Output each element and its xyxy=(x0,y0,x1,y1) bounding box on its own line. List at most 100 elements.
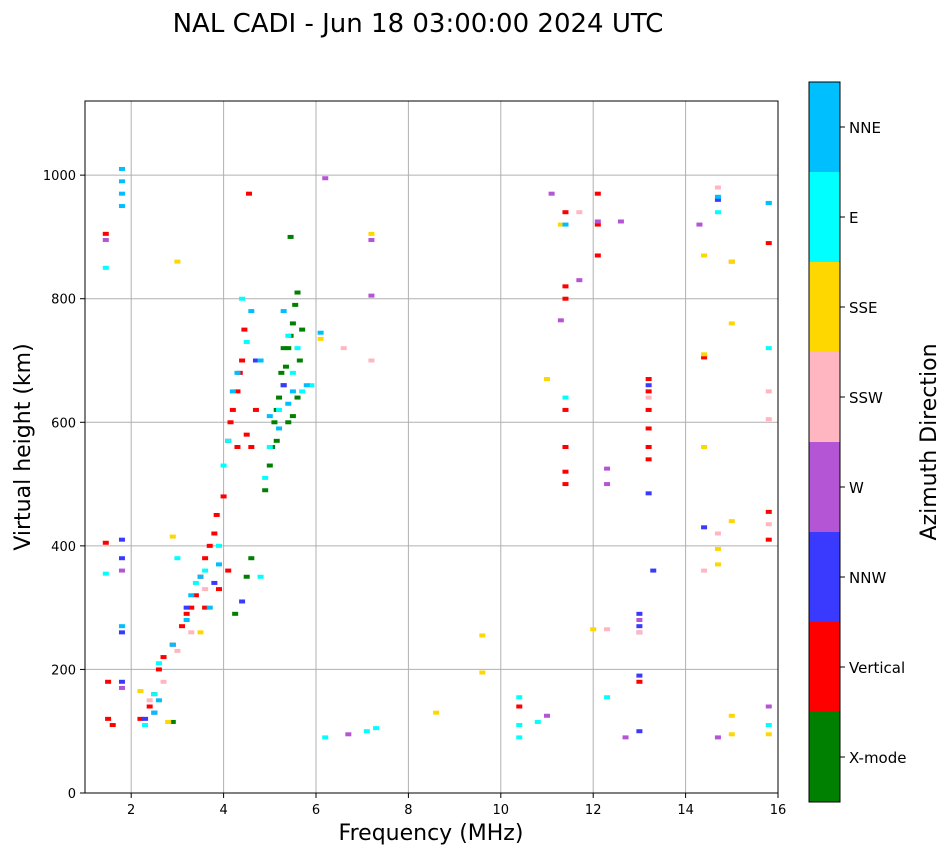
data-point xyxy=(280,346,287,351)
data-point xyxy=(308,383,315,388)
colorbar-tick-label: SSE xyxy=(849,299,878,317)
data-point xyxy=(276,395,283,400)
data-point xyxy=(183,605,190,610)
data-point xyxy=(294,290,301,295)
data-point xyxy=(142,716,149,721)
data-point xyxy=(151,692,158,697)
data-point xyxy=(227,420,234,425)
colorbar-tick-label: NNW xyxy=(849,569,886,587)
data-point xyxy=(594,191,601,196)
data-point xyxy=(118,537,125,542)
data-point xyxy=(340,346,347,351)
data-point xyxy=(345,732,352,737)
data-point xyxy=(118,179,125,184)
data-point xyxy=(728,732,735,737)
data-point xyxy=(622,735,629,740)
data-point xyxy=(562,407,569,412)
data-point xyxy=(192,593,199,598)
data-point xyxy=(368,293,375,298)
y-tick-label: 0 xyxy=(68,787,76,802)
series-nnw xyxy=(118,197,721,734)
data-point xyxy=(604,695,611,700)
data-point xyxy=(645,395,652,400)
data-point xyxy=(282,364,289,369)
data-point xyxy=(701,352,708,357)
data-point xyxy=(617,219,624,224)
data-point xyxy=(118,556,125,561)
data-point xyxy=(576,278,583,283)
series-vertical xyxy=(102,191,772,728)
data-point xyxy=(165,719,172,724)
series-sse xyxy=(137,222,772,737)
series-nne xyxy=(118,166,772,715)
data-point xyxy=(155,667,162,672)
data-point xyxy=(557,222,564,227)
data-point xyxy=(604,466,611,471)
data-point xyxy=(289,414,296,419)
x-tick-label: 8 xyxy=(404,803,412,818)
data-point xyxy=(188,593,195,598)
colorbar-segment xyxy=(809,622,840,712)
data-point xyxy=(174,259,181,264)
data-point xyxy=(765,723,772,728)
data-point xyxy=(557,318,564,323)
chart-title: NAL CADI - Jun 18 03:00:00 2024 UTC xyxy=(173,9,664,39)
x-tick-label: 12 xyxy=(585,803,602,818)
data-point xyxy=(109,723,116,728)
y-tick-label: 600 xyxy=(51,416,76,431)
data-point xyxy=(292,302,299,307)
data-point xyxy=(636,611,643,616)
data-point xyxy=(317,336,324,341)
data-point xyxy=(299,389,306,394)
data-point xyxy=(765,537,772,542)
data-point xyxy=(636,729,643,734)
data-point xyxy=(368,358,375,363)
data-point xyxy=(118,630,125,635)
data-point xyxy=(604,482,611,487)
data-point xyxy=(118,166,125,171)
data-point xyxy=(202,556,209,561)
data-point xyxy=(604,627,611,632)
data-point xyxy=(266,445,273,449)
data-point xyxy=(728,519,735,524)
data-point xyxy=(232,611,239,616)
data-point xyxy=(363,729,370,734)
data-point xyxy=(701,445,708,449)
data-point xyxy=(544,377,550,382)
colorbar-tick-label: W xyxy=(849,479,864,497)
data-point xyxy=(241,327,248,332)
data-point xyxy=(285,346,292,351)
data-point xyxy=(636,624,643,629)
data-point xyxy=(534,719,541,724)
data-points xyxy=(102,166,772,740)
data-point xyxy=(516,704,523,709)
data-point xyxy=(562,395,569,400)
data-point xyxy=(137,716,144,721)
data-point xyxy=(257,574,264,579)
colorbar-frame xyxy=(808,81,841,803)
data-point xyxy=(239,599,246,604)
data-point xyxy=(252,407,259,412)
y-axis-label: Virtual height (km) xyxy=(11,343,36,550)
data-point xyxy=(146,704,153,709)
data-point xyxy=(645,377,652,382)
data-point xyxy=(276,407,283,412)
data-point xyxy=(202,568,209,573)
data-point xyxy=(262,475,269,480)
data-point xyxy=(294,346,301,351)
data-point xyxy=(701,355,708,360)
data-point xyxy=(252,358,259,363)
data-point xyxy=(765,389,772,394)
data-point xyxy=(142,723,149,728)
data-point xyxy=(289,370,296,375)
data-point xyxy=(229,407,236,412)
y-tick-label: 200 xyxy=(51,663,76,678)
data-point xyxy=(215,543,222,548)
data-point xyxy=(714,562,721,567)
data-point xyxy=(234,445,241,449)
data-point xyxy=(102,231,109,236)
data-point xyxy=(183,618,190,622)
data-point xyxy=(636,679,643,684)
azimuth-colorbar: X-mode Vertical NNW W SSW SSE E NNE xyxy=(808,81,906,803)
data-point xyxy=(174,648,181,653)
